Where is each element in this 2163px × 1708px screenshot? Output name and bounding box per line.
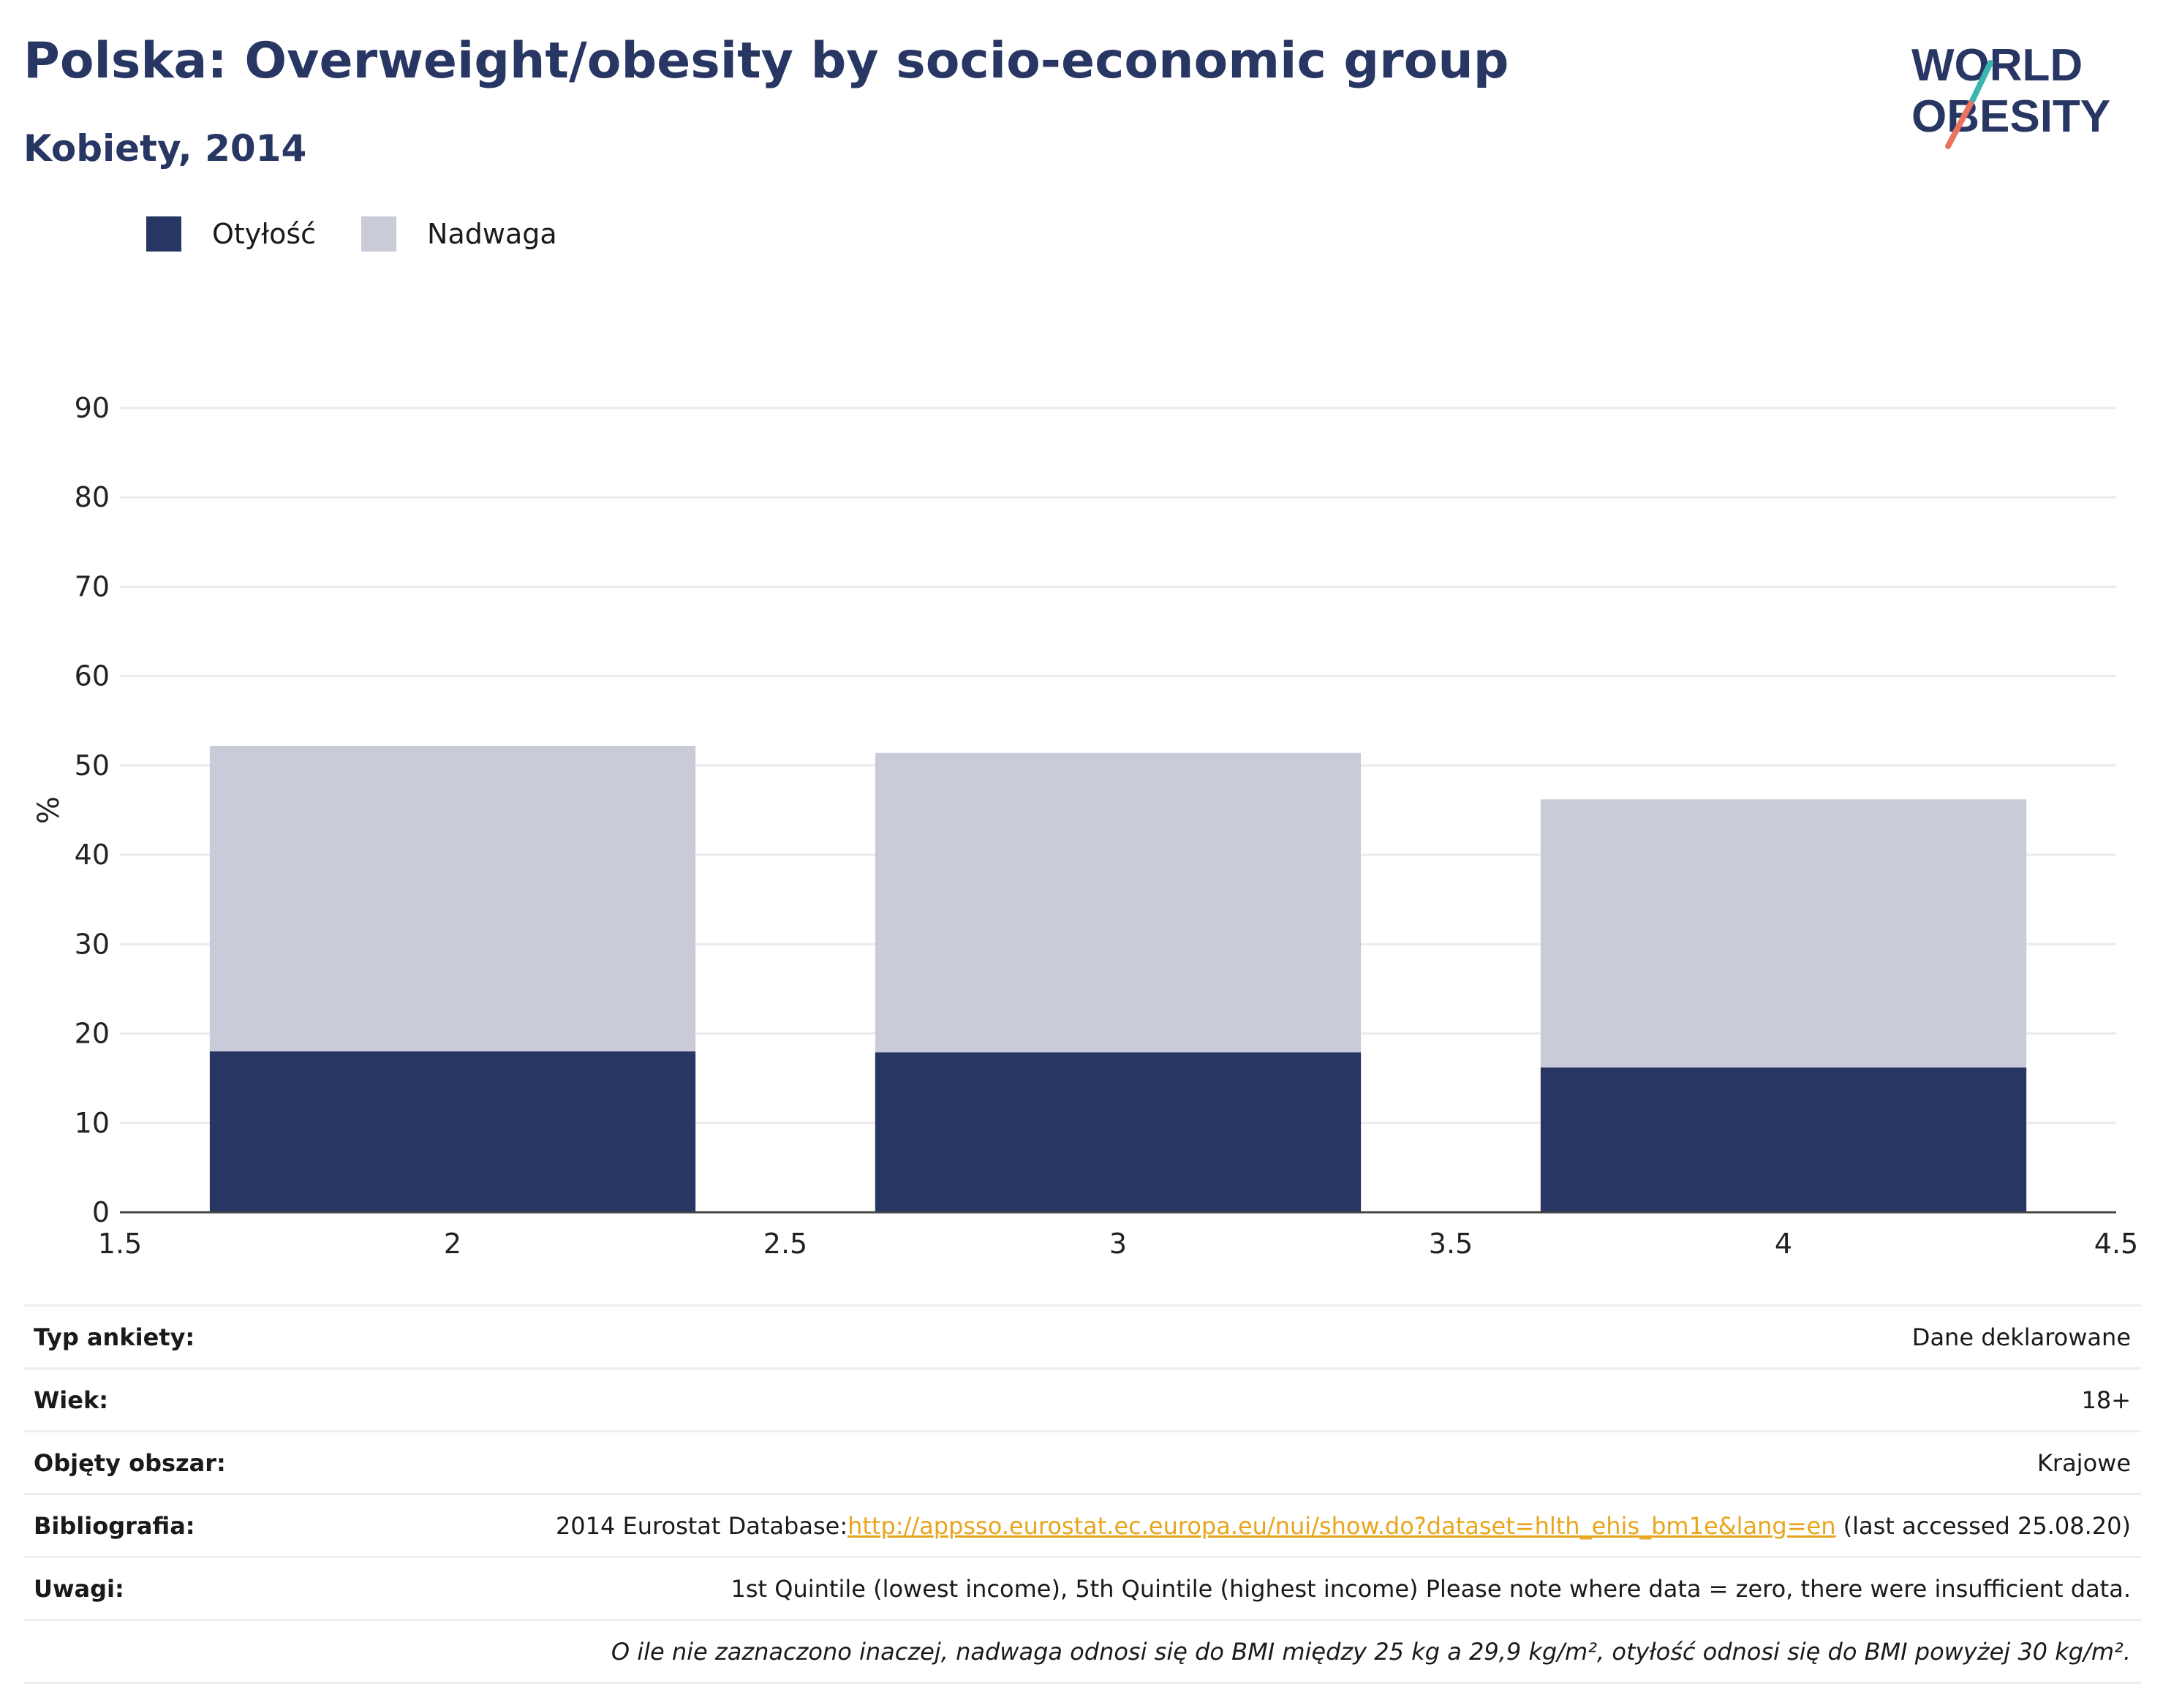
y-tick-label: 40 [75,839,110,871]
age-label: Wiek: [34,1386,109,1414]
bibliography-value: 2014 Eurostat Database:http://appsso.eur… [556,1512,2141,1540]
logo-slash-lower [1945,97,1976,149]
legend-item-otylosc[interactable]: Otyłość [146,216,316,252]
meta-row-area: Objęty obszar: Krajowe [23,1430,2141,1493]
chart-subtitle: Kobiety, 2014 [23,127,307,170]
area-value: Krajowe [2036,1448,2131,1477]
y-tick-label: 30 [75,928,110,960]
y-tick-label: 60 [75,660,110,692]
footnote: O ile nie zaznaczono inaczej, nadwaga od… [611,1637,2131,1666]
bibliography-prefix: 2014 Eurostat Database: [555,1511,848,1540]
y-axis-label: % [32,796,66,824]
legend-label-nadwaga: Nadwaga [427,218,557,250]
age-value: 18+ [2081,1386,2131,1414]
legend-swatch-nadwaga [361,216,397,252]
legend-swatch-otylosc [146,216,181,252]
legend-label-otylosc: Otyłość [212,218,317,250]
y-tick-label: 10 [75,1107,110,1139]
bar-otylosc [875,1052,1362,1212]
bibliography-label: Bibliografia: [34,1511,195,1540]
logo-line2: OBESITY [1911,91,2110,142]
x-tick-label: 2.5 [763,1228,807,1260]
area-label: Objęty obszar: [34,1448,226,1477]
y-tick-label: 0 [92,1196,110,1228]
bar-otylosc [1540,1068,2027,1212]
y-tick-label: 20 [75,1018,110,1050]
meta-row-bibliography: Bibliografia: 2014 Eurostat Database:htt… [23,1493,2141,1556]
bibliography-link[interactable]: http://appsso.eurostat.ec.europa.eu/nui/… [848,1511,1836,1540]
bar-nadwaga [1540,799,2027,1068]
chart-title: Polska: Overweight/obesity by socio-econ… [23,32,1509,90]
y-tick-label: 70 [75,570,110,602]
bar-nadwaga [209,746,696,1051]
notes-value: 1st Quintile (lowest income), 5th Quinti… [731,1574,2132,1603]
survey-type-label: Typ ankiety: [34,1323,195,1351]
chart-legend: Otyłość Nadwaga [146,216,603,252]
meta-row-footnote: O ile nie zaznaczono inaczej, nadwaga od… [23,1619,2141,1684]
x-tick-label: 3.5 [1429,1228,1473,1260]
logo-slash-upper [1970,60,1993,102]
x-tick-label: 3 [1109,1228,1127,1260]
world-obesity-logo: WORLD OBESITY [1911,40,2110,149]
legend-item-nadwaga[interactable]: Nadwaga [361,216,557,252]
survey-type-value: Dane deklarowane [1911,1323,2131,1351]
meta-row-age: Wiek: 18+ [23,1367,2141,1430]
metadata-table: Typ ankiety: Dane deklarowane Wiek: 18+ … [23,1304,2141,1684]
bar-nadwaga [875,752,1362,1053]
x-tick-label: 1.5 [98,1228,142,1260]
y-tick-label: 50 [75,749,110,782]
meta-row-notes: Uwagi: 1st Quintile (lowest income), 5th… [23,1556,2141,1619]
bar-otylosc [209,1051,696,1212]
notes-label: Uwagi: [34,1574,124,1603]
x-tick-label: 2 [444,1228,461,1260]
x-tick-label: 4.5 [2094,1228,2138,1260]
meta-row-survey-type: Typ ankiety: Dane deklarowane [23,1304,2141,1367]
bibliography-suffix: (last accessed 25.08.20) [1835,1511,2131,1540]
y-tick-label: 80 [75,481,110,513]
x-tick-label: 4 [1775,1228,1792,1260]
bar-chart: 0 10 20 30 40 50 60 70 80 90 1.5 2 2.5 3 3.5 4 4.5% [32,392,2138,1260]
y-tick-label: 90 [75,392,110,424]
logo-line1: WORLD [1911,40,2083,91]
